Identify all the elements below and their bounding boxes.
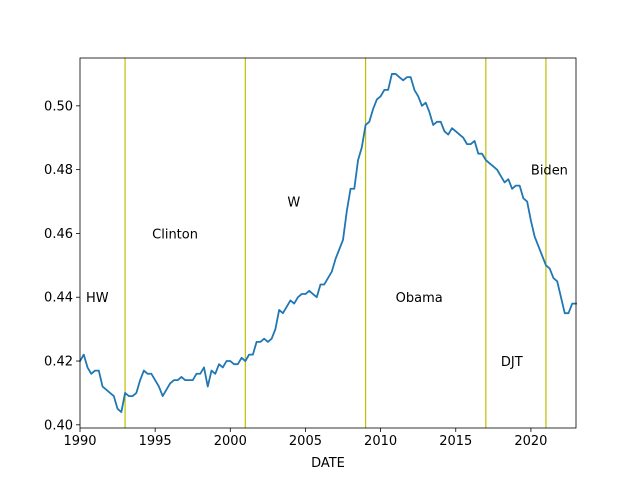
y-tick-label: 0.42 bbox=[44, 355, 73, 370]
y-tick-label: 0.50 bbox=[44, 99, 73, 114]
x-axis-ticks: 1990 1995 2000 2005 2010 2015 2020 bbox=[63, 428, 547, 449]
y-tick-label: 0.48 bbox=[44, 163, 73, 178]
x-axis-label: DATE bbox=[311, 456, 345, 471]
plot-frame bbox=[79, 57, 577, 429]
president-label: HW bbox=[86, 291, 109, 306]
president-label: DJT bbox=[501, 355, 523, 370]
president-label: Obama bbox=[396, 291, 443, 306]
x-tick-label: 2000 bbox=[214, 434, 247, 449]
series-lines bbox=[78, 73, 577, 413]
y-tick-label: 0.46 bbox=[44, 227, 73, 242]
y-axis-ticks: 0.40 0.42 0.44 0.46 0.48 0.50 bbox=[44, 99, 80, 433]
x-tick-label: 2010 bbox=[364, 434, 397, 449]
x-tick-label: 1990 bbox=[63, 434, 96, 449]
president-labels: HW Clinton W Obama DJT Biden bbox=[86, 164, 568, 370]
series-line bbox=[78, 73, 577, 413]
x-tick-label: 2005 bbox=[289, 434, 322, 449]
president-label: W bbox=[287, 196, 300, 211]
x-tick-label: 2015 bbox=[439, 434, 472, 449]
x-tick-label: 1995 bbox=[139, 434, 172, 449]
president-label: Biden bbox=[531, 164, 568, 179]
y-tick-label: 0.40 bbox=[44, 418, 73, 433]
y-tick-label: 0.44 bbox=[44, 291, 73, 306]
president-label: Clinton bbox=[152, 227, 198, 242]
x-tick-label: 2020 bbox=[514, 434, 547, 449]
term-boundary-lines bbox=[124, 58, 547, 428]
